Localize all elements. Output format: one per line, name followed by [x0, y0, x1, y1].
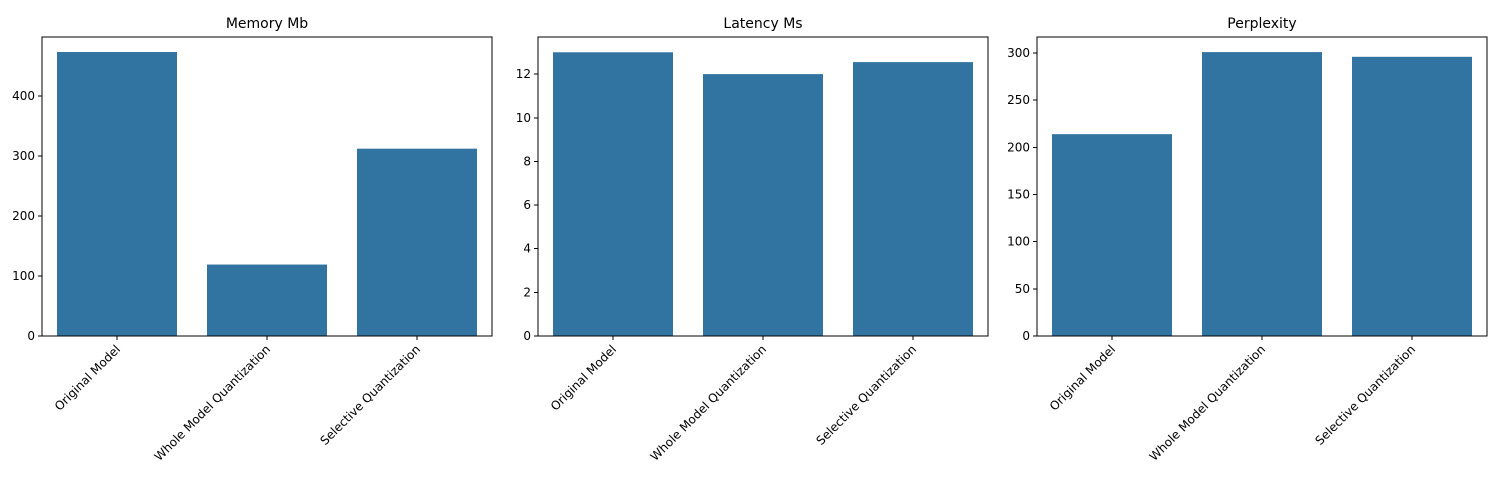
y-tick-label: 200 — [12, 209, 35, 223]
y-tick-label: 250 — [1007, 93, 1030, 107]
chart-title: Latency Ms — [723, 16, 802, 32]
bar-original-model — [1052, 134, 1172, 336]
x-tick-label: Original Model — [52, 342, 123, 413]
x-tick-label: Selective Quantization — [814, 342, 920, 448]
y-tick-label: 0 — [523, 329, 531, 343]
y-tick-label: 50 — [1015, 282, 1030, 296]
x-tick-label: Selective Quantization — [1313, 342, 1419, 448]
y-tick-label: 0 — [27, 329, 35, 343]
x-tick-label: Whole Model Quantization — [648, 342, 770, 464]
memory-chart-panel: Memory Mb 0 100 200 300 400 Original Model Who… — [12, 16, 493, 464]
chart-title: Perplexity — [1227, 16, 1296, 32]
bar-original-model — [57, 52, 177, 336]
bar-selective-quantization — [357, 148, 477, 336]
y-tick-label: 2 — [523, 285, 531, 299]
x-tick-label: Original Model — [548, 342, 619, 413]
y-tick-label: 10 — [516, 111, 531, 125]
x-tick-label: Original Model — [1047, 342, 1118, 413]
y-tick-label: 4 — [523, 242, 531, 256]
y-tick-label: 0 — [1022, 329, 1030, 343]
y-tick-label: 150 — [1007, 188, 1030, 202]
bar-original-model — [553, 52, 673, 336]
chart-title: Memory Mb — [226, 16, 308, 32]
y-tick-label: 6 — [523, 198, 531, 212]
bar-whole-model-quantization — [703, 74, 823, 337]
bar-selective-quantization — [853, 62, 973, 336]
bar-whole-model-quantization — [1202, 52, 1322, 336]
x-tick-label: Whole Model Quantization — [152, 342, 274, 464]
x-tick-label: Selective Quantization — [318, 342, 424, 448]
latency-chart-panel: Latency Ms 0 2 4 6 8 10 12 Original Model Whole … — [516, 16, 989, 464]
x-tick-label: Whole Model Quantization — [1147, 342, 1269, 464]
y-tick-label: 400 — [12, 89, 35, 103]
y-tick-label: 100 — [12, 269, 35, 283]
perplexity-chart-panel: Perplexity 0 50 100 150 200 250 300 Original Mo… — [1007, 16, 1488, 464]
y-tick-label: 100 — [1007, 235, 1030, 249]
y-tick-label: 12 — [516, 67, 531, 81]
y-tick-label: 8 — [523, 154, 531, 168]
y-tick-label: 300 — [12, 149, 35, 163]
bar-whole-model-quantization — [207, 264, 327, 336]
y-tick-label: 200 — [1007, 140, 1030, 154]
bar-selective-quantization — [1352, 56, 1472, 337]
y-tick-label: 300 — [1007, 46, 1030, 60]
